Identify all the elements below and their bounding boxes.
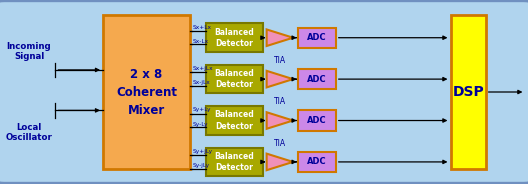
Text: Balanced
Detector: Balanced Detector (214, 110, 254, 131)
Text: ADC: ADC (307, 116, 327, 125)
Bar (298, 28, 336, 48)
Text: Sy-jLy: Sy-jLy (192, 163, 209, 168)
Text: TIA: TIA (274, 56, 286, 65)
Bar (298, 152, 336, 172)
Text: Balanced
Detector: Balanced Detector (214, 69, 254, 89)
Text: Incoming
Signal: Incoming Signal (7, 42, 51, 61)
Text: 2 x 8
Coherent
Mixer: 2 x 8 Coherent Mixer (116, 68, 177, 116)
Text: Sy-Ly: Sy-Ly (192, 122, 208, 127)
Bar (103, 15, 190, 169)
Bar (298, 69, 336, 89)
Polygon shape (267, 154, 293, 170)
Text: TIA: TIA (274, 139, 286, 148)
Polygon shape (267, 29, 293, 46)
Bar (206, 65, 263, 93)
Text: ADC: ADC (307, 33, 327, 42)
Bar (206, 148, 263, 176)
Bar (451, 15, 486, 169)
Text: Balanced
Detector: Balanced Detector (214, 152, 254, 172)
Text: ADC: ADC (307, 158, 327, 166)
Bar (206, 106, 263, 135)
Text: Sy+jLy: Sy+jLy (192, 149, 212, 154)
Text: Balanced
Detector: Balanced Detector (214, 28, 254, 48)
Polygon shape (267, 112, 293, 129)
Text: Sx+Lx: Sx+Lx (192, 25, 211, 30)
Bar (298, 110, 336, 131)
Text: Sy+Ly: Sy+Ly (192, 107, 211, 112)
Text: ADC: ADC (307, 75, 327, 84)
Text: DSP: DSP (452, 85, 485, 99)
Text: Sx-jLx: Sx-jLx (192, 80, 210, 85)
Bar (206, 23, 263, 52)
Polygon shape (267, 71, 293, 87)
Text: Sx-Lx: Sx-Lx (192, 39, 209, 44)
Text: Sx+jLx: Sx+jLx (192, 66, 213, 71)
Text: Local
Oscillator: Local Oscillator (6, 123, 52, 142)
Text: TIA: TIA (274, 97, 286, 106)
